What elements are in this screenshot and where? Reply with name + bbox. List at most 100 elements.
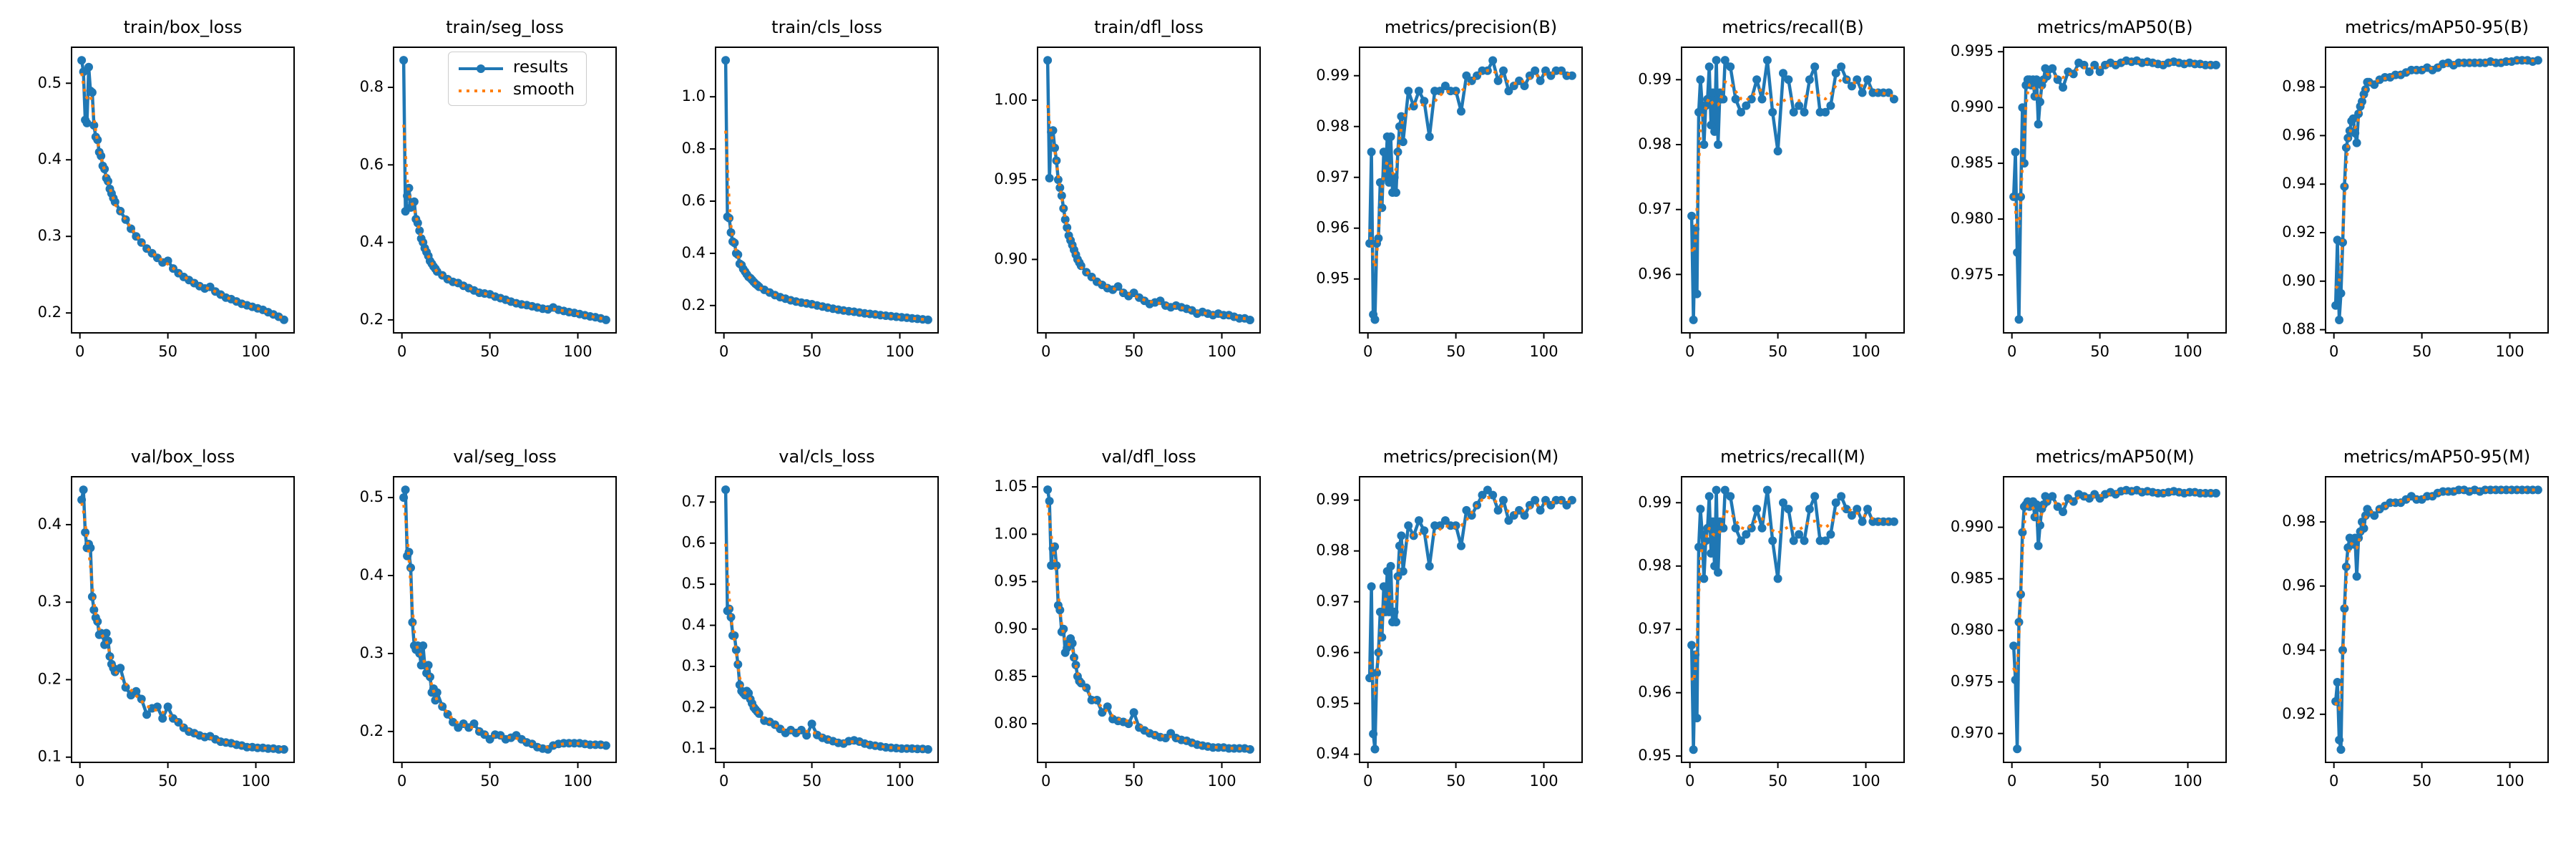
svg-text:0.96: 0.96 — [1638, 265, 1672, 282]
svg-text:0.98: 0.98 — [1316, 542, 1350, 559]
svg-text:0.95: 0.95 — [1638, 747, 1672, 764]
subplot-title: metrics/precision(B) — [1384, 17, 1558, 37]
svg-text:0.97: 0.97 — [1638, 200, 1672, 218]
line-chart: 0 50 100 0.2 0.4 0.6 0.8 — [360, 47, 617, 360]
svg-text:0.97: 0.97 — [1638, 620, 1672, 637]
svg-text:100: 100 — [563, 772, 592, 790]
svg-text:100: 100 — [1207, 772, 1236, 790]
svg-text:100: 100 — [1851, 343, 1880, 360]
subplot-train-dfl-loss: 0 50 100 0.90 0.95 1.00 train/dfl_loss — [966, 0, 1288, 430]
subplot-title: val/box_loss — [130, 447, 235, 467]
svg-text:50: 50 — [1768, 343, 1787, 360]
svg-text:0.990: 0.990 — [1951, 98, 1994, 115]
svg-text:100: 100 — [2495, 343, 2524, 360]
line-chart: 0 50 100 0.2 0.3 0.4 0.5 — [38, 47, 295, 360]
svg-text:1.00: 1.00 — [994, 525, 1028, 542]
legend-label-results: results — [513, 58, 569, 77]
svg-text:0.4: 0.4 — [682, 616, 706, 634]
subplot-title: metrics/recall(M) — [1720, 447, 1865, 467]
svg-text:0.92: 0.92 — [2282, 705, 2316, 722]
line-chart: 0 50 100 0.88 0.90 0.92 0.94 0.96 0.98 — [2282, 47, 2549, 360]
svg-text:0.95: 0.95 — [1316, 694, 1350, 712]
svg-text:50: 50 — [1124, 343, 1143, 360]
svg-text:0.96: 0.96 — [2282, 126, 2316, 143]
svg-text:100: 100 — [2173, 772, 2202, 790]
svg-text:0.99: 0.99 — [1638, 493, 1672, 510]
subplot-metrics-precision-b: 0 50 100 0.95 0.96 0.97 0.98 0.99 metrics/preci… — [1288, 0, 1610, 430]
subplot-title: train/box_loss — [123, 17, 243, 37]
subplot-title: train/seg_loss — [446, 17, 564, 37]
svg-text:50: 50 — [2090, 343, 2109, 360]
svg-text:0.3: 0.3 — [360, 644, 384, 661]
svg-text:0.4: 0.4 — [38, 150, 62, 168]
subplot-train-seg-loss: 0 50 100 0.2 0.4 0.6 0.8 train/seg_loss result… — [322, 0, 644, 430]
subplot-title: metrics/mAP50-95(B) — [2344, 17, 2529, 37]
svg-text:0.4: 0.4 — [38, 515, 62, 533]
svg-text:0.2: 0.2 — [38, 670, 62, 687]
subplot-title: metrics/precision(M) — [1382, 447, 1559, 467]
subplot-val-box-loss: 0 50 100 0.1 0.2 0.3 0.4 val/box_loss — [0, 430, 322, 859]
svg-text:0.98: 0.98 — [2282, 78, 2316, 95]
svg-text:100: 100 — [1851, 772, 1880, 790]
svg-text:0.96: 0.96 — [1316, 219, 1350, 236]
line-chart: 0 50 100 0.970 0.975 0.980 0.985 0.990 — [1951, 476, 2227, 790]
subplot-title: train/dfl_loss — [1094, 17, 1204, 37]
smooth-dotted-line-icon — [457, 85, 504, 95]
svg-text:0: 0 — [75, 772, 84, 790]
svg-text:0.2: 0.2 — [38, 304, 62, 321]
svg-text:50: 50 — [802, 343, 821, 360]
svg-text:0.95: 0.95 — [994, 573, 1028, 590]
svg-text:0.6: 0.6 — [682, 534, 706, 551]
line-chart: 0 50 100 0.2 0.4 0.6 0.8 1.0 — [682, 47, 939, 360]
svg-text:0: 0 — [2007, 772, 2016, 790]
subplot-metrics-map50-m: 0 50 100 0.970 0.975 0.980 0.985 0.990 metrics/… — [1932, 430, 2254, 859]
svg-text:0.2: 0.2 — [360, 722, 384, 739]
svg-text:0.5: 0.5 — [360, 488, 384, 505]
svg-text:0: 0 — [1363, 772, 1372, 790]
svg-text:0.3: 0.3 — [38, 593, 62, 610]
svg-text:50: 50 — [480, 772, 499, 790]
svg-text:0.980: 0.980 — [1951, 210, 1994, 227]
svg-text:0.95: 0.95 — [994, 170, 1028, 188]
svg-text:100: 100 — [1207, 343, 1236, 360]
svg-text:1.00: 1.00 — [994, 91, 1028, 108]
line-chart: 0 50 100 0.95 0.96 0.97 0.98 0.99 — [1638, 476, 1905, 790]
subplot-val-cls-loss: 0 50 100 0.1 0.2 0.3 0.4 0.5 0.6 0.7 val/cls_loss — [644, 430, 966, 859]
svg-text:50: 50 — [158, 772, 177, 790]
subplot-title: metrics/recall(B) — [1722, 17, 1864, 37]
svg-text:0.8: 0.8 — [360, 78, 384, 95]
svg-text:0.6: 0.6 — [682, 192, 706, 209]
line-chart: 0 50 100 0.92 0.94 0.96 0.98 — [2282, 476, 2549, 790]
line-chart: 0 50 100 0.975 0.980 0.985 0.990 0.995 — [1951, 42, 2227, 360]
svg-text:0.4: 0.4 — [682, 244, 706, 261]
subplot-metrics-map50-95-b: 0 50 100 0.88 0.90 0.92 0.94 0.96 0.98 metrics/m… — [2254, 0, 2576, 430]
svg-text:100: 100 — [2495, 772, 2524, 790]
svg-text:0.97: 0.97 — [1316, 593, 1350, 610]
svg-text:100: 100 — [885, 343, 914, 360]
svg-text:0.8: 0.8 — [682, 140, 706, 157]
svg-text:0: 0 — [1685, 343, 1694, 360]
svg-text:0.94: 0.94 — [2282, 641, 2316, 658]
subplot-metrics-precision-m: 0 50 100 0.94 0.95 0.96 0.97 0.98 0.99 metrics/p… — [1288, 430, 1610, 859]
svg-text:0.85: 0.85 — [994, 667, 1028, 684]
svg-text:0.92: 0.92 — [2282, 223, 2316, 241]
svg-text:0.3: 0.3 — [682, 657, 706, 674]
svg-text:100: 100 — [2173, 343, 2202, 360]
svg-text:100: 100 — [241, 772, 270, 790]
subplot-val-seg-loss: 0 50 100 0.2 0.3 0.4 0.5 val/seg_loss — [322, 430, 644, 859]
svg-text:0.2: 0.2 — [360, 311, 384, 328]
subplot-title: val/cls_loss — [779, 447, 875, 467]
svg-text:1.0: 1.0 — [682, 87, 706, 105]
svg-text:0: 0 — [719, 772, 728, 790]
svg-text:0.975: 0.975 — [1951, 673, 1994, 690]
svg-text:0.6: 0.6 — [360, 155, 384, 173]
svg-text:0.94: 0.94 — [1316, 745, 1350, 762]
subplot-train-box-loss: 0 50 100 0.2 0.3 0.4 0.5 train/box_loss — [0, 0, 322, 430]
svg-text:0: 0 — [1685, 772, 1694, 790]
svg-text:0.99: 0.99 — [1638, 70, 1672, 87]
svg-text:0.80: 0.80 — [994, 714, 1028, 732]
svg-text:0: 0 — [2329, 343, 2338, 360]
svg-text:0.4: 0.4 — [360, 566, 384, 583]
svg-text:0.2: 0.2 — [682, 698, 706, 715]
svg-text:0.995: 0.995 — [1951, 42, 1994, 59]
